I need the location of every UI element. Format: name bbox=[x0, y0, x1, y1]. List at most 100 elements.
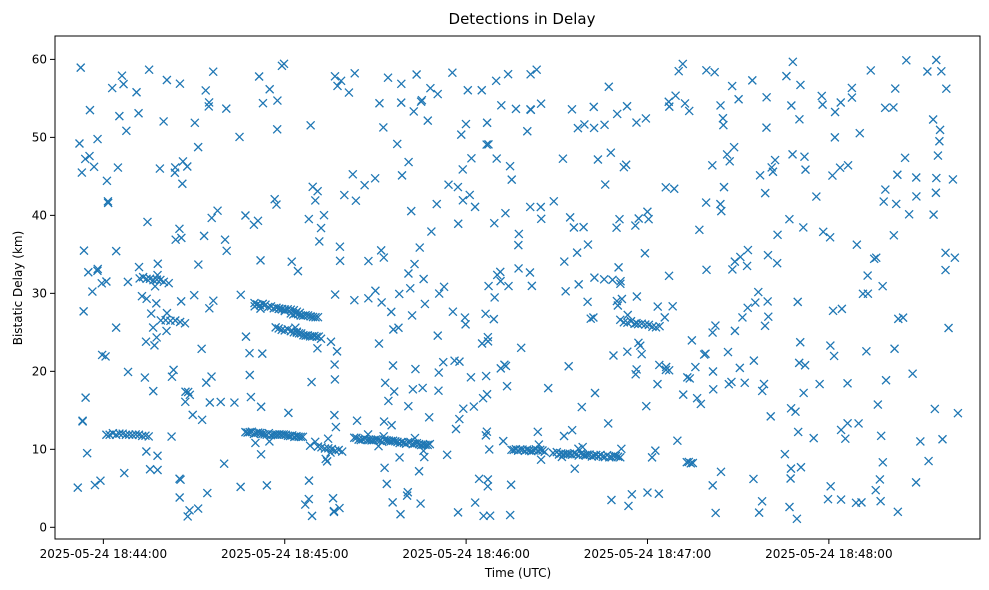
data-point bbox=[950, 253, 960, 263]
data-point bbox=[307, 377, 317, 387]
data-point bbox=[742, 261, 752, 271]
data-point bbox=[784, 214, 794, 224]
data-point bbox=[941, 84, 951, 94]
data-point bbox=[708, 367, 718, 376]
data-point bbox=[271, 322, 281, 332]
data-point bbox=[483, 139, 493, 149]
data-point bbox=[250, 438, 260, 448]
data-point bbox=[608, 275, 617, 285]
data-point bbox=[335, 256, 345, 266]
data-point bbox=[818, 227, 828, 237]
data-point bbox=[911, 191, 921, 201]
data-point bbox=[890, 84, 900, 93]
data-point bbox=[549, 196, 559, 206]
data-point bbox=[612, 223, 622, 233]
data-point bbox=[78, 416, 88, 426]
data-point bbox=[770, 155, 780, 165]
data-point bbox=[329, 507, 339, 517]
data-point bbox=[461, 119, 471, 129]
data-point bbox=[934, 136, 944, 146]
data-point bbox=[565, 212, 575, 222]
data-point bbox=[699, 350, 709, 360]
data-point bbox=[389, 387, 399, 396]
y-tick-label: 30 bbox=[32, 286, 47, 300]
data-point bbox=[633, 319, 643, 329]
data-point bbox=[484, 444, 494, 454]
data-point bbox=[453, 219, 463, 229]
y-axis-label: Bistatic Delay (km) bbox=[11, 231, 25, 346]
data-point bbox=[579, 222, 589, 232]
data-point bbox=[396, 79, 406, 89]
data-point bbox=[514, 229, 524, 239]
data-point bbox=[439, 282, 449, 292]
data-point bbox=[863, 289, 873, 299]
data-point bbox=[458, 404, 468, 414]
data-point bbox=[701, 65, 711, 75]
data-point bbox=[403, 269, 413, 278]
data-point bbox=[207, 372, 216, 382]
data-point bbox=[312, 332, 322, 342]
data-point bbox=[948, 174, 958, 184]
data-point bbox=[757, 496, 767, 506]
data-point bbox=[795, 80, 805, 90]
data-point bbox=[567, 425, 577, 435]
data-point bbox=[216, 397, 226, 407]
data-point bbox=[708, 384, 718, 394]
data-point bbox=[205, 398, 215, 407]
data-point bbox=[484, 281, 494, 291]
data-point bbox=[798, 222, 808, 232]
data-point bbox=[624, 501, 633, 511]
data-point bbox=[262, 480, 272, 490]
data-point bbox=[875, 474, 885, 484]
data-point bbox=[162, 326, 171, 336]
data-point bbox=[743, 303, 753, 313]
data-point bbox=[272, 303, 281, 313]
data-point bbox=[394, 323, 403, 333]
data-point bbox=[352, 416, 362, 426]
data-point bbox=[450, 356, 460, 366]
data-point bbox=[536, 99, 546, 109]
data-point bbox=[461, 319, 471, 329]
data-point bbox=[678, 390, 688, 400]
data-point bbox=[349, 295, 359, 305]
data-point bbox=[661, 362, 671, 372]
data-point bbox=[374, 339, 384, 349]
data-point bbox=[723, 347, 733, 357]
data-point bbox=[137, 291, 147, 301]
data-point bbox=[830, 132, 840, 142]
data-point bbox=[650, 446, 660, 456]
data-point bbox=[407, 311, 417, 320]
data-point bbox=[213, 206, 223, 216]
data-point bbox=[893, 507, 903, 517]
data-point bbox=[535, 445, 545, 455]
data-point bbox=[525, 202, 535, 212]
data-point bbox=[337, 447, 347, 457]
data-point bbox=[152, 333, 162, 342]
data-point bbox=[245, 348, 254, 358]
data-point bbox=[90, 480, 100, 490]
data-point bbox=[570, 464, 580, 474]
data-point bbox=[869, 254, 879, 264]
data-point bbox=[272, 200, 281, 210]
data-point bbox=[660, 312, 670, 322]
data-point bbox=[169, 365, 179, 375]
data-point bbox=[710, 67, 720, 77]
data-point bbox=[600, 120, 610, 130]
data-point bbox=[615, 214, 624, 224]
data-point bbox=[412, 70, 422, 79]
data-point bbox=[470, 498, 480, 507]
data-point bbox=[505, 161, 515, 171]
data-point bbox=[190, 118, 200, 128]
data-point bbox=[796, 462, 806, 472]
data-point bbox=[684, 106, 694, 116]
data-point bbox=[762, 92, 772, 102]
data-point bbox=[725, 156, 735, 166]
data-point bbox=[707, 160, 717, 170]
data-point bbox=[878, 457, 888, 467]
data-point bbox=[718, 113, 728, 123]
data-point bbox=[433, 331, 443, 341]
data-point bbox=[257, 349, 267, 359]
data-point bbox=[383, 73, 393, 83]
data-point bbox=[149, 340, 159, 350]
